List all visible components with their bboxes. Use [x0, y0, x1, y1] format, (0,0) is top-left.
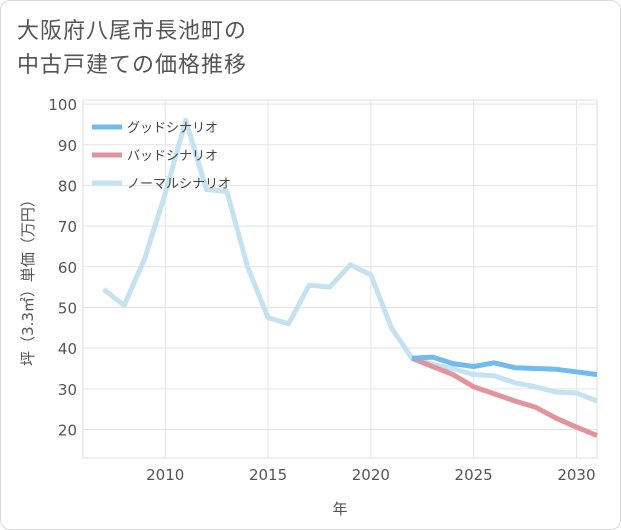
legend-label: グッドシナリオ — [127, 121, 218, 136]
x-axis-label: 年 — [332, 500, 347, 518]
series-line-1 — [102, 117, 598, 404]
y-tick-label: 60 — [58, 259, 77, 277]
series-line-2 — [411, 355, 598, 438]
chart-title: 大阪府八尾市長池町の 中古戸建ての価格推移 — [17, 15, 247, 83]
chart-title-line-2: 中古戸建ての価格推移 — [17, 53, 248, 78]
y-tick-label: 30 — [58, 381, 77, 399]
x-tick-label: 2025 — [455, 466, 493, 484]
chart-title-line-1: 大阪府八尾市長池町の — [17, 19, 248, 44]
x-tick-label: 2030 — [557, 466, 595, 484]
plot-frame — [82, 99, 598, 459]
y-tick-label: 90 — [58, 137, 77, 155]
y-tick-label: 20 — [58, 422, 77, 440]
x-tick-label: 2015 — [249, 466, 287, 484]
y-axis-label: 坪（3.3㎡）単価（万円） — [19, 192, 37, 366]
x-tick-label: 2010 — [146, 466, 184, 484]
y-tick-label: 80 — [58, 177, 77, 195]
grid-lines — [82, 99, 598, 459]
legend-label: ノーマルシナリオ — [127, 177, 231, 192]
y-tick-label: 50 — [58, 299, 77, 317]
x-tick-label: 2020 — [352, 466, 390, 484]
legend-label: バッドシナリオ — [127, 149, 218, 164]
y-tick-label: 100 — [48, 96, 77, 114]
series-lines — [102, 117, 598, 438]
series-line-3 — [411, 354, 598, 378]
y-tick-label: 40 — [58, 340, 77, 358]
y-tick-label: 70 — [58, 218, 77, 236]
